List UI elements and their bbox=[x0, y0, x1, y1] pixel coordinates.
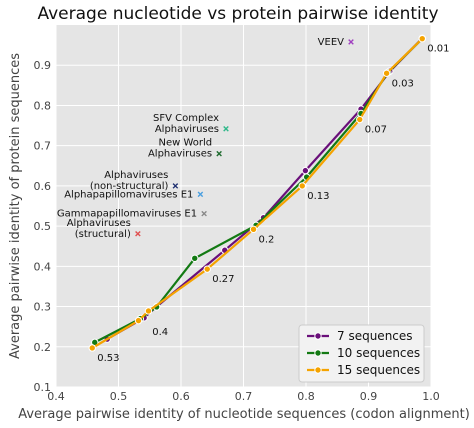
x-tick-label: 1.0 bbox=[422, 390, 440, 403]
annotation: Gammapapillomaviruses E1 bbox=[57, 209, 207, 220]
annotation-x-marker bbox=[201, 210, 207, 217]
legend: 7 sequences 10 sequences 15 sequences bbox=[298, 324, 425, 383]
grid bbox=[55, 25, 432, 388]
annotation-x-marker bbox=[135, 230, 141, 237]
point-value-label: 0.07 bbox=[365, 125, 387, 136]
data-point bbox=[203, 265, 211, 273]
annotation-label: Alphaviruses bbox=[155, 124, 219, 135]
point-value-label: 0.27 bbox=[212, 274, 234, 285]
legend-label-1: 7 sequences bbox=[337, 329, 413, 343]
point-value-label: 0.4 bbox=[152, 327, 168, 338]
annotation-label: SFV Complex bbox=[153, 113, 219, 124]
data-point bbox=[382, 69, 391, 77]
x-axis-title: Average pairwise identity of nucleotide … bbox=[18, 407, 470, 422]
data-point bbox=[144, 307, 153, 315]
legend-label-3: 15 sequences bbox=[337, 363, 420, 377]
annotation-label: VEEV bbox=[318, 37, 344, 48]
point-labels: 0.53 0.4 0.27 0.2 0.13 0.07 0.03 0.01 bbox=[97, 44, 449, 364]
data-point bbox=[88, 344, 96, 352]
y-tick-label: 0.4 bbox=[34, 260, 52, 273]
x-tick-label: 0.9 bbox=[360, 390, 378, 403]
data-point bbox=[249, 225, 258, 234]
legend-marker-3 bbox=[314, 366, 322, 374]
legend-marker-2 bbox=[314, 349, 322, 357]
y-tick-label: 0.3 bbox=[34, 301, 52, 314]
x-tick-label: 0.7 bbox=[235, 390, 253, 403]
x-tick-labels: 0.4 0.5 0.6 0.7 0.8 0.9 1.0 bbox=[47, 390, 440, 403]
data-point bbox=[418, 34, 426, 43]
legend-marker-1 bbox=[314, 332, 322, 340]
annotation-label: New World bbox=[158, 138, 212, 149]
y-axis-title: Average pairwise identity of protein seq… bbox=[8, 53, 23, 359]
x-tick-label: 0.5 bbox=[110, 390, 128, 403]
y-tick-label: 0.9 bbox=[34, 59, 52, 72]
data-point bbox=[134, 316, 143, 325]
point-value-label: 0.01 bbox=[427, 44, 449, 55]
annotation: VEEV bbox=[318, 37, 354, 48]
annotation-label: Alphaviruses bbox=[148, 149, 212, 160]
annotation-label: (non-structural) bbox=[90, 181, 169, 192]
point-value-label: 0.13 bbox=[307, 191, 329, 202]
series-3 bbox=[88, 34, 426, 352]
data-point bbox=[191, 254, 199, 262]
legend-box bbox=[298, 324, 425, 383]
data-point bbox=[356, 115, 364, 124]
annotation-x-marker bbox=[216, 150, 222, 157]
annotation-x-marker bbox=[223, 125, 229, 132]
y-tick-label: 0.7 bbox=[34, 140, 52, 153]
annotation-x-marker bbox=[348, 39, 354, 45]
data-point bbox=[298, 182, 306, 190]
annotation-label: Alphaviruses bbox=[104, 170, 168, 181]
y-tick-labels: 0.1 0.2 0.3 0.4 0.5 0.6 0.7 0.8 0.9 bbox=[34, 59, 52, 394]
legend-label-2: 10 sequences bbox=[337, 346, 420, 360]
annotation-label: Alphaviruses bbox=[67, 218, 131, 229]
y-tick-label: 0.1 bbox=[34, 381, 52, 394]
annotation: Alphaviruses(structural) bbox=[67, 218, 141, 240]
series-layer bbox=[88, 34, 426, 352]
annotation-x-marker bbox=[172, 183, 179, 189]
x-tick-label: 0.8 bbox=[297, 390, 315, 403]
annotation-label: (structural) bbox=[75, 229, 131, 240]
point-value-label: 0.53 bbox=[97, 353, 119, 364]
annotation-x-marker bbox=[197, 191, 204, 198]
annotation: Alphaviruses(non-structural) bbox=[90, 170, 179, 192]
y-tick-label: 0.5 bbox=[34, 220, 52, 233]
annotation-label: Gammapapillomaviruses E1 bbox=[57, 209, 197, 220]
chart-title: Average nucleotide vs protein pairwise i… bbox=[37, 4, 438, 24]
x-tick-label: 0.4 bbox=[47, 390, 65, 403]
x-tick-label: 0.6 bbox=[172, 390, 190, 403]
y-tick-label: 0.6 bbox=[34, 180, 52, 193]
point-value-label: 0.2 bbox=[259, 234, 275, 245]
annotation: Alphapapillomaviruses E1 bbox=[64, 189, 204, 200]
data-point bbox=[301, 166, 310, 175]
y-tick-label: 0.8 bbox=[34, 99, 52, 112]
annotation-label: Alphapapillomaviruses E1 bbox=[64, 189, 193, 200]
y-tick-label: 0.2 bbox=[34, 341, 52, 354]
point-value-label: 0.03 bbox=[392, 78, 414, 89]
